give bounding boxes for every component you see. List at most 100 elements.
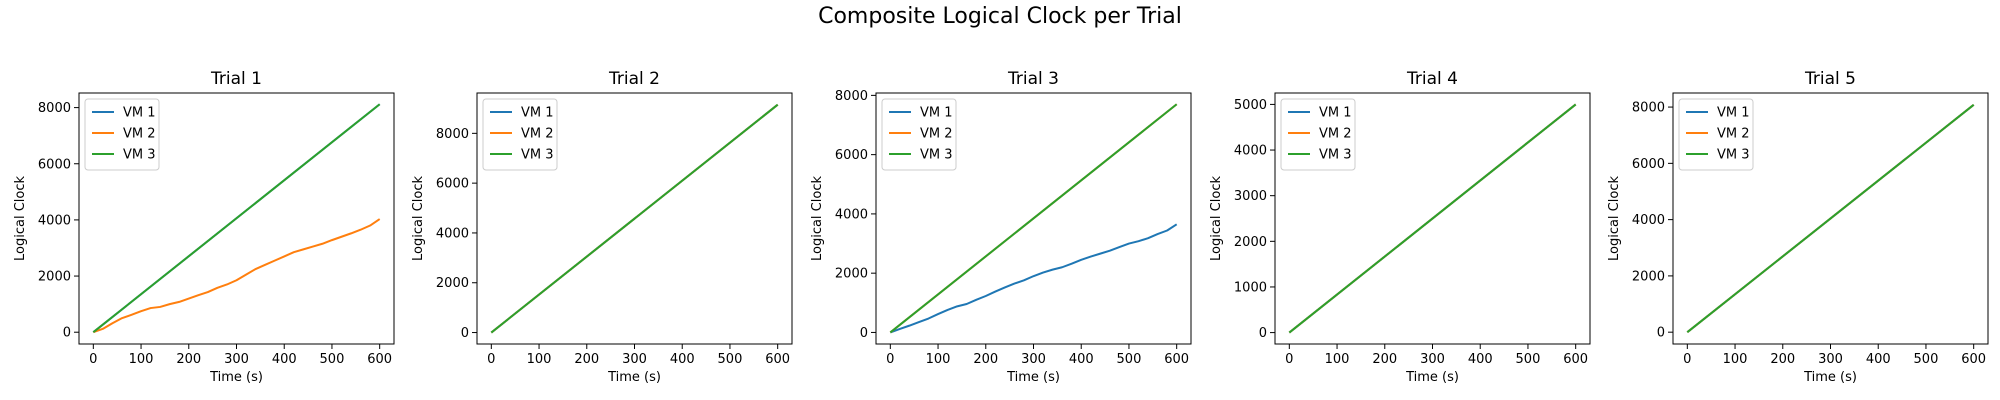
legend-entry: VM 2 — [521, 127, 554, 142]
panel-title: Trial 4 — [1406, 69, 1458, 89]
x-tick-label: 500 — [1914, 352, 1939, 367]
y-tick-label: 4000 — [1632, 213, 1665, 228]
legend-frame — [1280, 98, 1356, 171]
chart-panel-3: Trial 30 100 200 300 400 500 60002000400060008… — [810, 69, 1192, 385]
x-tick-label: 500 — [1117, 352, 1142, 367]
legend-entry: VM 1 — [1717, 106, 1750, 121]
y-tick-label: 8000 — [436, 127, 469, 142]
x-axis-label: Time (s) — [1006, 370, 1060, 385]
chart-panel-5: Trial 50 100 200 300 400 500 60002000400060008… — [1607, 69, 1989, 385]
series-line-vm-1 — [889, 223, 1178, 334]
x-tick-label: 100 — [527, 352, 552, 367]
x-tick-label: 200 — [1770, 352, 1795, 367]
plot-frame — [78, 92, 395, 345]
y-tick-label: 6000 — [835, 148, 868, 163]
chart-panel-1: Trial 10 100 200 300 400 500 60002000400060008… — [13, 69, 395, 385]
x-tick-label: 0 — [89, 352, 97, 367]
y-tick-label: 2000 — [38, 270, 71, 285]
legend: VM 1 VM 2 VM 3 — [1678, 98, 1754, 171]
y-tick-label: 0 — [1259, 326, 1267, 341]
panel-title: Trial 3 — [1007, 69, 1059, 89]
legend-frame — [482, 98, 558, 171]
series-line-vm-2 — [92, 218, 381, 334]
x-tick-label: 600 — [367, 352, 392, 367]
x-tick-label: 600 — [1961, 352, 1986, 367]
legend-entry: VM 3 — [521, 148, 554, 163]
plot-frame — [1672, 92, 1989, 345]
figure-title: Composite Logical Clock per Trial — [818, 4, 1182, 29]
x-tick-label: 300 — [1420, 352, 1445, 367]
x-tick-label: 0 — [1285, 352, 1293, 367]
y-tick-label: 8000 — [38, 101, 71, 116]
y-tick-label: 1000 — [1234, 280, 1267, 295]
y-tick-label: 0 — [1657, 326, 1665, 341]
plot-frame — [1274, 92, 1591, 345]
x-tick-label: 600 — [765, 352, 790, 367]
x-axis-label: Time (s) — [1803, 370, 1857, 385]
y-tick-label: 3000 — [1234, 189, 1267, 204]
x-tick-label: 100 — [1325, 352, 1350, 367]
x-tick-label: 600 — [1563, 352, 1588, 367]
y-tick-label: 6000 — [436, 177, 469, 192]
x-tick-label: 100 — [1723, 352, 1748, 367]
y-tick-label: 2000 — [1632, 269, 1665, 284]
y-tick-label: 2000 — [436, 276, 469, 291]
x-tick-label: 100 — [129, 352, 154, 367]
x-tick-label: 200 — [973, 352, 998, 367]
plot-frame — [476, 92, 793, 345]
panel-title: Trial 2 — [608, 69, 660, 89]
x-tick-label: 500 — [320, 352, 345, 367]
x-tick-label: 300 — [1021, 352, 1046, 367]
y-axis-label: Logical Clock — [13, 176, 28, 261]
legend-entry: VM 2 — [920, 127, 953, 142]
x-axis-label: Time (s) — [607, 370, 661, 385]
x-tick-label: 500 — [718, 352, 743, 367]
x-tick-label: 200 — [176, 352, 201, 367]
x-tick-label: 400 — [1866, 352, 1891, 367]
series-line-vm-3 — [92, 103, 381, 333]
y-tick-label: 0 — [461, 326, 469, 341]
legend-entry: VM 3 — [1717, 148, 1750, 163]
series-line-vm-3 — [490, 103, 779, 334]
y-tick-label: 6000 — [1632, 157, 1665, 172]
x-tick-label: 300 — [224, 352, 249, 367]
legend-entry: VM 3 — [1319, 148, 1352, 163]
y-axis-label: Logical Clock — [1209, 176, 1224, 261]
legend-entry: VM 2 — [123, 127, 156, 142]
x-tick-label: 300 — [622, 352, 647, 367]
y-tick-label: 8000 — [1632, 101, 1665, 116]
legend: VM 1 VM 2 VM 3 — [84, 98, 160, 171]
y-tick-label: 2000 — [835, 267, 868, 282]
legend-frame — [1678, 98, 1754, 171]
x-tick-label: 0 — [487, 352, 495, 367]
x-tick-label: 500 — [1516, 352, 1541, 367]
legend-entry: VM 3 — [920, 148, 953, 163]
x-tick-label: 600 — [1164, 352, 1189, 367]
series-line-vm-3 — [889, 103, 1178, 334]
legend: VM 1 VM 2 VM 3 — [1280, 98, 1356, 171]
y-axis-label: Logical Clock — [1607, 176, 1622, 261]
legend: VM 1 VM 2 VM 3 — [881, 98, 957, 171]
x-axis-label: Time (s) — [1405, 370, 1459, 385]
x-tick-label: 200 — [574, 352, 599, 367]
y-tick-label: 4000 — [436, 226, 469, 241]
x-tick-label: 200 — [1372, 352, 1397, 367]
legend-entry: VM 2 — [1717, 127, 1750, 142]
x-axis-label: Time (s) — [209, 370, 263, 385]
y-tick-label: 5000 — [1234, 98, 1267, 113]
legend-entry: VM 2 — [1319, 127, 1352, 142]
series-line-vm-3 — [1686, 104, 1975, 333]
legend-entry: VM 1 — [123, 106, 156, 121]
y-tick-label: 0 — [860, 326, 868, 341]
y-tick-label: 2000 — [1234, 235, 1267, 250]
legend-frame — [881, 98, 957, 171]
legend-frame — [84, 98, 160, 171]
y-tick-label: 4000 — [38, 213, 71, 228]
y-tick-label: 6000 — [38, 157, 71, 172]
y-axis-label: Logical Clock — [411, 176, 426, 261]
y-axis-label: Logical Clock — [810, 176, 825, 261]
x-tick-label: 400 — [670, 352, 695, 367]
panel-title: Trial 1 — [210, 69, 262, 89]
